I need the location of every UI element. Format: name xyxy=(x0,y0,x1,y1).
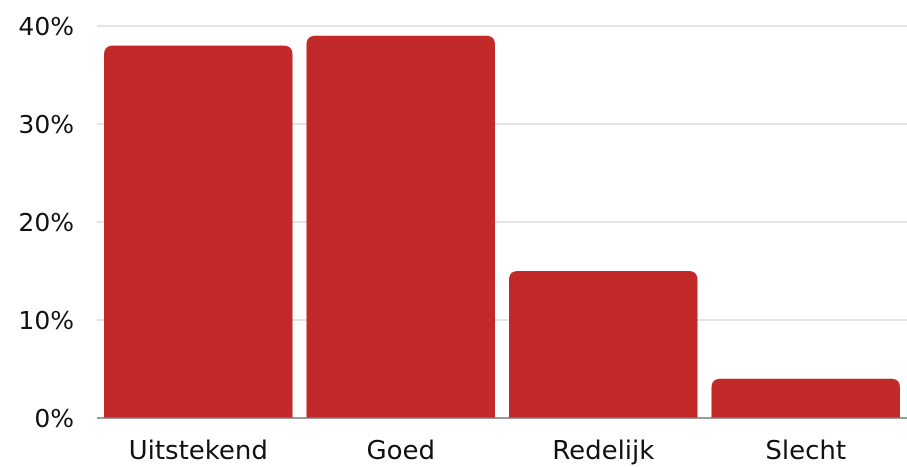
x-category-label: Goed xyxy=(366,436,435,466)
bar-redelijk xyxy=(509,271,698,418)
bars xyxy=(104,35,900,419)
bar-goed xyxy=(306,35,495,419)
y-tick-label: 10% xyxy=(18,306,74,335)
y-axis-tick-labels: 0% 10% 20% 30% 40% xyxy=(18,12,74,433)
y-tick-label: 20% xyxy=(18,208,74,237)
x-category-label: Uitstekend xyxy=(129,436,268,466)
y-tick-label: 30% xyxy=(18,110,74,139)
x-axis-category-labels: Uitstekend Goed Redelijk Slecht xyxy=(129,436,847,466)
x-category-label: Redelijk xyxy=(552,436,654,466)
y-tick-label: 40% xyxy=(18,12,74,41)
x-category-label: Slecht xyxy=(765,436,846,466)
bar-uitstekend xyxy=(104,45,293,418)
bar-slecht xyxy=(711,378,900,418)
y-tick-label: 0% xyxy=(34,404,74,433)
